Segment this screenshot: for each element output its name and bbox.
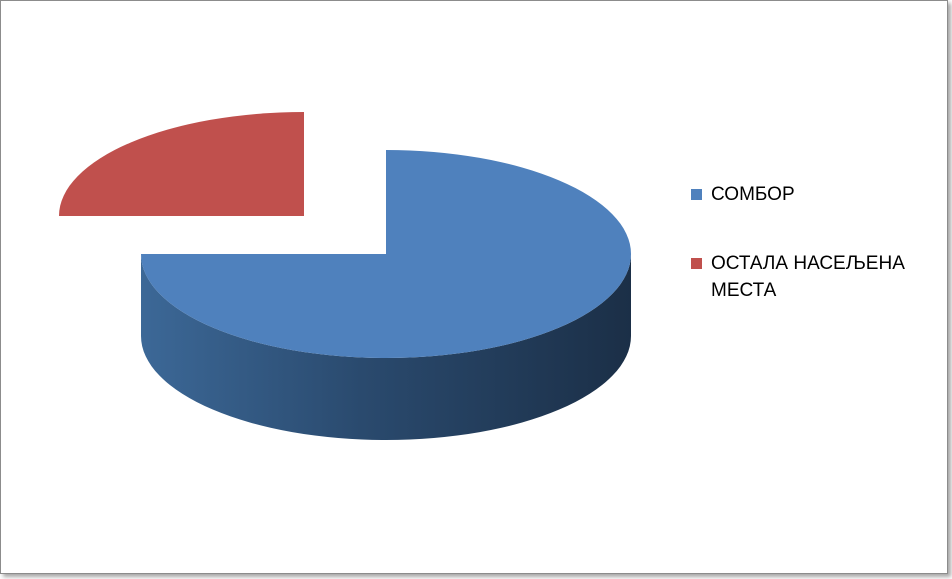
legend-label-ostala: ОСТАЛА НАСЕЉЕНА МЕСТА xyxy=(711,253,905,301)
pie-slice-1 xyxy=(59,112,304,216)
pie-rim-0 xyxy=(141,254,631,440)
legend: СОМБОР ОСТАЛА НАСЕЉЕНА МЕСТА xyxy=(691,181,951,346)
legend-swatch-sombor xyxy=(691,189,702,200)
legend-item-ostala: ОСТАЛА НАСЕЉЕНА МЕСТА xyxy=(691,250,951,304)
legend-swatch-ostala xyxy=(691,258,702,269)
legend-item-sombor: СОМБОР xyxy=(691,181,951,208)
legend-label-sombor: СОМБОР xyxy=(711,184,795,205)
pie-slice-0 xyxy=(141,150,631,358)
